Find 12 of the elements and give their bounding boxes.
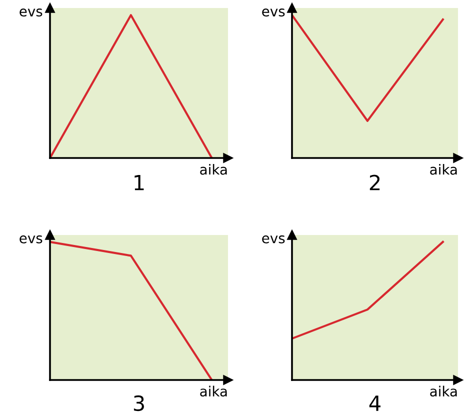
text: 4 bbox=[369, 396, 380, 411]
x-axis-title: aika bbox=[200, 164, 227, 175]
text: 1 bbox=[134, 174, 144, 190]
y-axis-title: evs bbox=[262, 235, 285, 244]
x-axis-title: aika bbox=[430, 386, 457, 397]
text: 2 bbox=[370, 174, 380, 190]
y-axis-title: evs bbox=[262, 8, 285, 17]
text: 3 bbox=[134, 395, 144, 412]
y-axis-title: evs bbox=[20, 235, 42, 244]
x-axis-title: aika bbox=[200, 386, 227, 397]
y-axis-title: evs bbox=[20, 8, 42, 17]
x-axis-title: aika bbox=[430, 164, 457, 175]
